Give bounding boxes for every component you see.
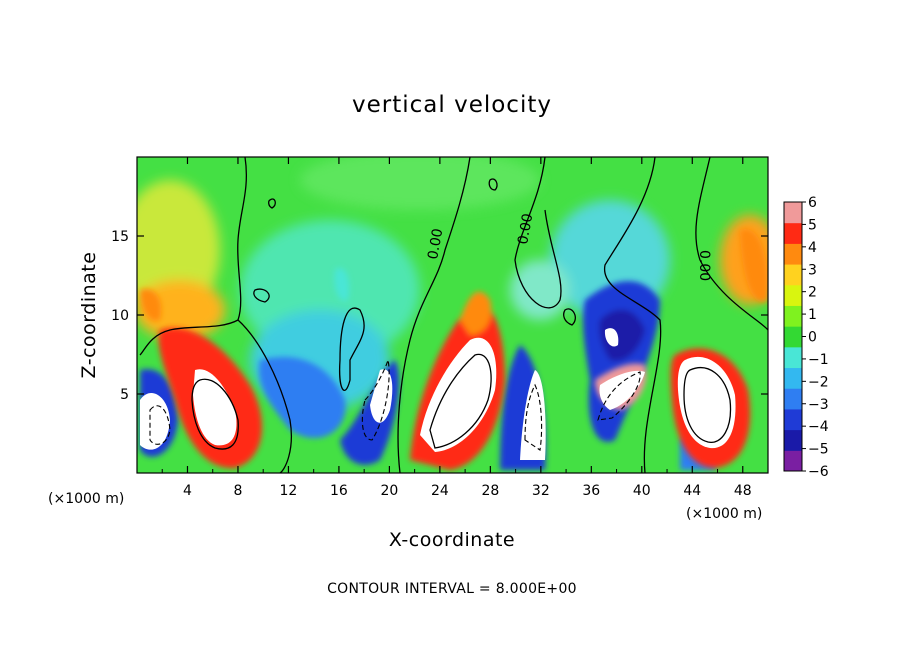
contour-value-labels: 0.00 0.00 0.00 [425, 212, 712, 281]
heatmap-field: 0.00 0.00 0.00 [137, 157, 768, 473]
colorbar-swatch [784, 367, 802, 389]
contour-lines [139, 157, 768, 473]
x-tick-label: 24 [431, 483, 449, 499]
x-tick-label: 16 [330, 483, 348, 499]
x-tick-label: 44 [683, 483, 701, 499]
y-axis-label: Z-coordinate [78, 252, 100, 379]
contour-interval-note: CONTOUR INTERVAL = 8.000E+00 [327, 581, 577, 597]
colorbar-swatch [784, 284, 802, 306]
y-tick-label: 15 [111, 229, 129, 245]
colorbar-tick-label: 3 [808, 262, 817, 278]
colorbar-tick-label: 4 [808, 240, 817, 256]
colorbar-swatch [784, 408, 802, 431]
contour-label: 0.00 [696, 250, 712, 281]
updraft-core [140, 392, 170, 450]
updraft-core [520, 370, 546, 460]
x-tick-label: 28 [481, 483, 499, 499]
colorbar-tick-label: −6 [808, 464, 829, 480]
x-tick-label: 20 [380, 483, 398, 499]
colorbar-tick-label: −4 [808, 419, 829, 435]
colorbar-tick-label: 6 [808, 195, 817, 211]
updraft-core [193, 369, 237, 446]
updraft-core [604, 328, 619, 347]
x-unit-label-right: (×1000 m) [686, 506, 762, 522]
colorbar-swatch [784, 388, 802, 410]
x-tick-label: 32 [532, 483, 550, 499]
colorbar-swatch [784, 202, 802, 224]
colorbar-swatch [784, 429, 802, 451]
colorbar-swatch [784, 305, 802, 327]
y-tick-label: 5 [120, 387, 129, 403]
x-unit-label-left: (×1000 m) [48, 491, 124, 507]
colorbar-swatch [784, 326, 802, 348]
colorbar-tick-label: −3 [808, 397, 829, 413]
x-tick-label: 12 [280, 483, 298, 499]
contour-label: 0.00 [515, 212, 536, 245]
updraft-core [370, 369, 393, 423]
updraft-core [599, 370, 645, 410]
y-tick-label: 10 [111, 308, 129, 324]
colorbar-swatch [784, 264, 802, 286]
updraft-core [420, 337, 497, 452]
colorbar-swatch [784, 222, 802, 244]
x-tick-label: 4 [183, 483, 192, 499]
colorbar-tick-label: −2 [808, 374, 829, 390]
colorbar-tick-label: −1 [808, 352, 829, 368]
x-tick-label: 8 [233, 483, 242, 499]
colorbar-swatch [784, 450, 802, 472]
x-tick-label: 48 [734, 483, 752, 499]
chart-title: vertical velocity [352, 92, 552, 118]
colorbar-tick-label: −5 [808, 442, 829, 458]
y-axis: 5 10 15 [111, 229, 768, 403]
colorbar-swatch [784, 243, 802, 265]
colorbar-tick-label: 2 [808, 285, 817, 301]
contour-label: 0.00 [425, 227, 446, 260]
negative-contours [149, 359, 641, 451]
x-axis-label: X-coordinate [389, 529, 515, 551]
colorbar: 6 5 4 3 2 1 0 −1 −2 −3 −4 −5 −6 [783, 195, 829, 480]
x-tick-label: 40 [633, 483, 651, 499]
colorbar-swatch [784, 346, 802, 369]
colorbar-tick-label: 0 [808, 330, 817, 346]
colorbar-tick-label: 5 [808, 217, 817, 233]
x-tick-label: 36 [582, 483, 600, 499]
colorbar-tick-label: 1 [808, 307, 817, 323]
x-axis: 4 8 12 16 20 24 28 32 36 40 44 48 [161, 157, 752, 499]
